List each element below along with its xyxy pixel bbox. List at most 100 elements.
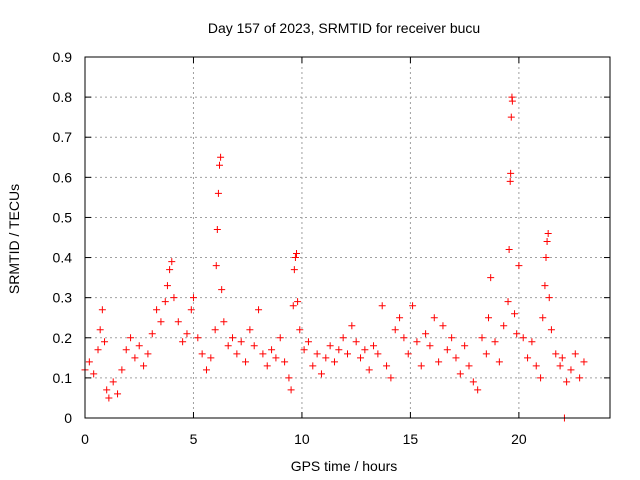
x-axis-label: GPS time / hours bbox=[291, 458, 398, 474]
x-tick-label: 5 bbox=[190, 431, 198, 447]
data-point bbox=[383, 362, 391, 370]
data-point bbox=[541, 282, 549, 290]
data-point bbox=[391, 326, 399, 334]
data-point bbox=[229, 334, 237, 342]
data-point bbox=[131, 354, 139, 362]
y-axis-label: SRMTID / TECUs bbox=[6, 184, 22, 294]
data-point bbox=[170, 294, 178, 302]
data-point bbox=[259, 350, 267, 358]
y-tick-label: 0.9 bbox=[53, 49, 73, 65]
plot-frame bbox=[84, 56, 611, 419]
data-point bbox=[513, 330, 521, 338]
data-point bbox=[495, 358, 503, 366]
data-point bbox=[285, 374, 293, 382]
data-point bbox=[98, 306, 106, 314]
x-tick-label: 15 bbox=[403, 431, 419, 447]
data-point bbox=[198, 350, 206, 358]
data-point bbox=[439, 322, 447, 330]
data-point bbox=[103, 386, 111, 394]
data-point bbox=[387, 374, 395, 382]
data-point bbox=[491, 338, 499, 346]
data-point bbox=[322, 354, 330, 362]
data-point bbox=[507, 169, 515, 177]
data-point bbox=[85, 358, 93, 366]
data-point bbox=[94, 346, 102, 354]
y-tick-label: 0.3 bbox=[53, 290, 73, 306]
data-point bbox=[127, 334, 135, 342]
data-point bbox=[313, 350, 321, 358]
y-tick-label: 0.7 bbox=[53, 129, 73, 145]
data-point bbox=[545, 294, 553, 302]
x-tick-label: 20 bbox=[511, 431, 527, 447]
data-point bbox=[413, 338, 421, 346]
data-point bbox=[168, 258, 176, 266]
data-point bbox=[452, 354, 460, 362]
data-point bbox=[118, 366, 126, 374]
data-point bbox=[272, 354, 280, 362]
data-point bbox=[422, 330, 430, 338]
axis-ticks bbox=[84, 56, 610, 419]
data-point bbox=[246, 326, 254, 334]
data-point bbox=[90, 370, 98, 378]
x-tick-label: 0 bbox=[81, 431, 89, 447]
data-point bbox=[140, 362, 148, 370]
data-point bbox=[544, 229, 552, 237]
data-point bbox=[504, 298, 512, 306]
y-tick-label: 0 bbox=[64, 410, 72, 426]
data-point bbox=[330, 358, 338, 366]
data-point bbox=[478, 334, 486, 342]
data-point bbox=[519, 334, 527, 342]
data-point bbox=[357, 354, 365, 362]
data-point bbox=[207, 354, 215, 362]
data-point bbox=[542, 254, 550, 262]
data-point bbox=[174, 318, 182, 326]
tick-labels: 0 0.1 0.2 0.3 0.4 0.5 0.6 0.7 0.8 0.9 0 5 10 15 20 bbox=[53, 49, 527, 447]
data-point bbox=[216, 161, 224, 169]
data-point bbox=[528, 338, 536, 346]
data-point bbox=[348, 322, 356, 330]
data-point bbox=[409, 302, 417, 310]
data-point bbox=[335, 346, 343, 354]
data-point bbox=[339, 334, 347, 342]
data-point bbox=[485, 314, 493, 322]
data-point bbox=[506, 177, 514, 185]
data-point bbox=[580, 358, 588, 366]
data-point bbox=[400, 334, 408, 342]
y-tick-label: 0.2 bbox=[53, 330, 73, 346]
data-point bbox=[456, 370, 464, 378]
data-point bbox=[135, 342, 143, 350]
data-point bbox=[96, 326, 104, 334]
data-point bbox=[157, 318, 165, 326]
data-point bbox=[426, 342, 434, 350]
x-tick-label: 10 bbox=[294, 431, 310, 447]
data-point bbox=[352, 338, 360, 346]
data-point bbox=[443, 346, 451, 354]
data-point bbox=[194, 334, 202, 342]
data-point bbox=[109, 378, 117, 386]
data-point bbox=[537, 374, 545, 382]
data-point bbox=[507, 113, 515, 121]
data-point bbox=[122, 346, 130, 354]
data-point bbox=[148, 330, 156, 338]
data-point bbox=[505, 246, 513, 254]
data-point bbox=[289, 302, 297, 310]
grid bbox=[85, 57, 610, 418]
data-point bbox=[153, 306, 161, 314]
data-point bbox=[417, 362, 425, 370]
data-point bbox=[304, 338, 312, 346]
data-point bbox=[515, 262, 523, 270]
y-tick-label: 0.1 bbox=[53, 370, 73, 386]
data-point bbox=[474, 386, 482, 394]
y-tick-label: 0.6 bbox=[53, 169, 73, 185]
data-point bbox=[144, 350, 152, 358]
data-point bbox=[187, 306, 195, 314]
data-point bbox=[370, 342, 378, 350]
data-point bbox=[524, 354, 532, 362]
data-point bbox=[242, 358, 250, 366]
data-point bbox=[552, 350, 560, 358]
data-point bbox=[461, 342, 469, 350]
data-point bbox=[511, 310, 519, 318]
data-point bbox=[448, 334, 456, 342]
data-point bbox=[378, 302, 386, 310]
